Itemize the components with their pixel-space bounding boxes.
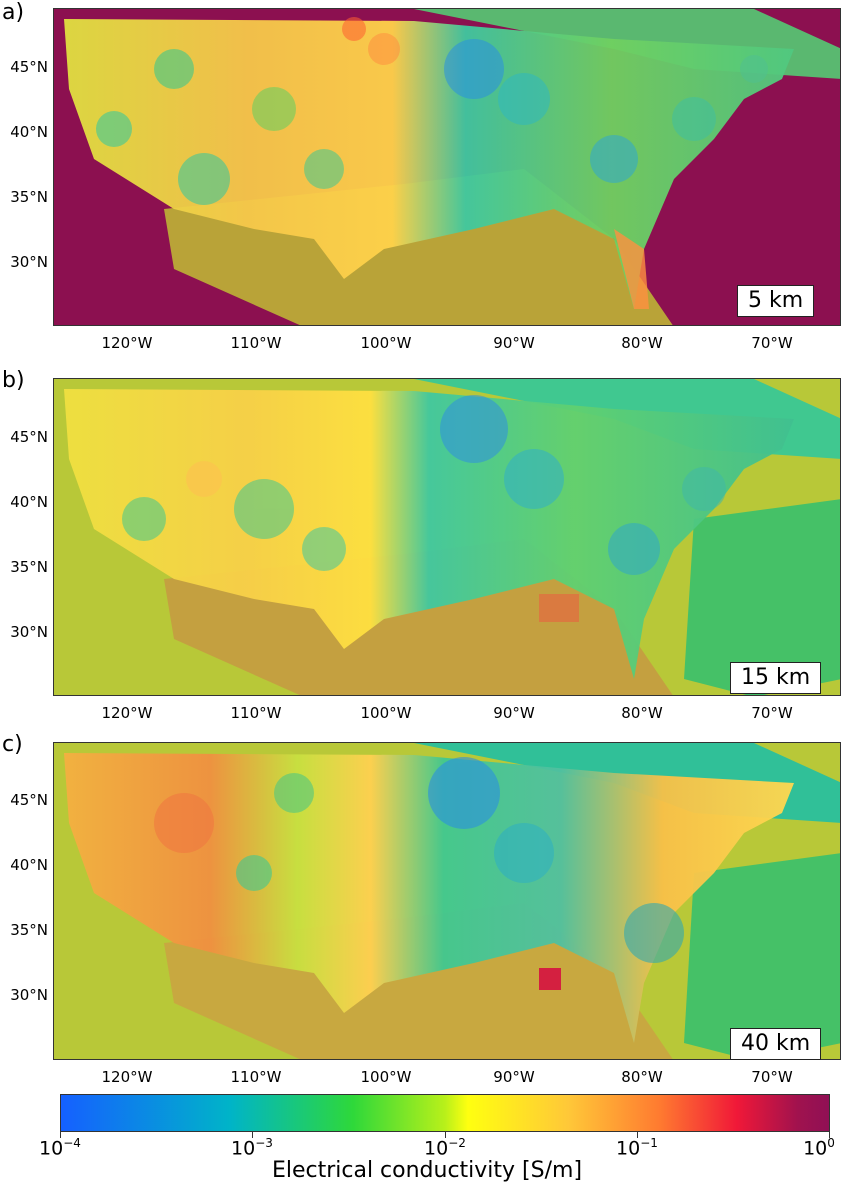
depth-label-c: 40 km (730, 1028, 822, 1060)
colorbar-tickmark (445, 1132, 446, 1138)
lon-tick-a-120: 120°W (101, 334, 153, 352)
lon-tick-c-70: 70°W (751, 1068, 793, 1086)
lat-tick-a-45: 45°N (10, 58, 48, 76)
panel-label-a: a) (2, 0, 25, 25)
lat-tick-b-40: 40°N (10, 493, 48, 511)
colorbar-tick-1e-4: 10−4 (39, 1136, 81, 1160)
lon-tick-a-110: 110°W (230, 334, 282, 352)
colorbar (60, 1094, 830, 1132)
colorbar-tick-1e-3: 10−3 (231, 1136, 273, 1160)
lon-tick-a-80: 80°W (621, 334, 663, 352)
lon-tick-c-110: 110°W (230, 1068, 282, 1086)
lat-tick-a-35: 35°N (10, 188, 48, 206)
lon-tick-b-100: 100°W (360, 704, 412, 722)
colorbar-tickmark (60, 1132, 61, 1138)
lat-tick-c-40: 40°N (10, 856, 48, 874)
lon-tick-b-110: 110°W (230, 704, 282, 722)
colorbar-tickmark (829, 1132, 830, 1138)
depth-label-b: 15 km (730, 662, 822, 694)
colorbar-tick-1e-2: 10−2 (424, 1136, 466, 1160)
lon-tick-c-120: 120°W (101, 1068, 153, 1086)
lat-tick-b-30: 30°N (10, 623, 48, 641)
colorbar-tickmark (637, 1132, 638, 1138)
panel-label-c: c) (2, 732, 23, 757)
colorbar-tickmark (252, 1132, 253, 1138)
lat-tick-b-45: 45°N (10, 428, 48, 446)
lon-tick-b-70: 70°W (751, 704, 793, 722)
colorbar-label: Electrical conductivity [S/m] (271, 1158, 583, 1183)
lat-tick-c-35: 35°N (10, 921, 48, 939)
map-panel-c (53, 742, 841, 1060)
lon-tick-b-80: 80°W (621, 704, 663, 722)
lat-tick-c-45: 45°N (10, 791, 48, 809)
lat-tick-c-30: 30°N (10, 986, 48, 1004)
depth-label-a: 5 km (737, 285, 815, 317)
lon-tick-c-80: 80°W (621, 1068, 663, 1086)
lon-tick-c-90: 90°W (493, 1068, 535, 1086)
lat-tick-b-35: 35°N (10, 558, 48, 576)
lon-tick-a-70: 70°W (751, 334, 793, 352)
colorbar-tick-1e0: 100 (803, 1136, 835, 1160)
map-panel-a (53, 8, 841, 326)
lat-tick-a-40: 40°N (10, 123, 48, 141)
lon-tick-c-100: 100°W (360, 1068, 412, 1086)
colorbar-tick-1e-1: 10−1 (616, 1136, 658, 1160)
map-panel-b (53, 378, 841, 696)
lon-tick-b-120: 120°W (101, 704, 153, 722)
lat-tick-a-30: 30°N (10, 253, 48, 271)
lon-tick-a-90: 90°W (493, 334, 535, 352)
panel-label-b: b) (2, 368, 25, 393)
lon-tick-a-100: 100°W (360, 334, 412, 352)
lon-tick-b-90: 90°W (493, 704, 535, 722)
